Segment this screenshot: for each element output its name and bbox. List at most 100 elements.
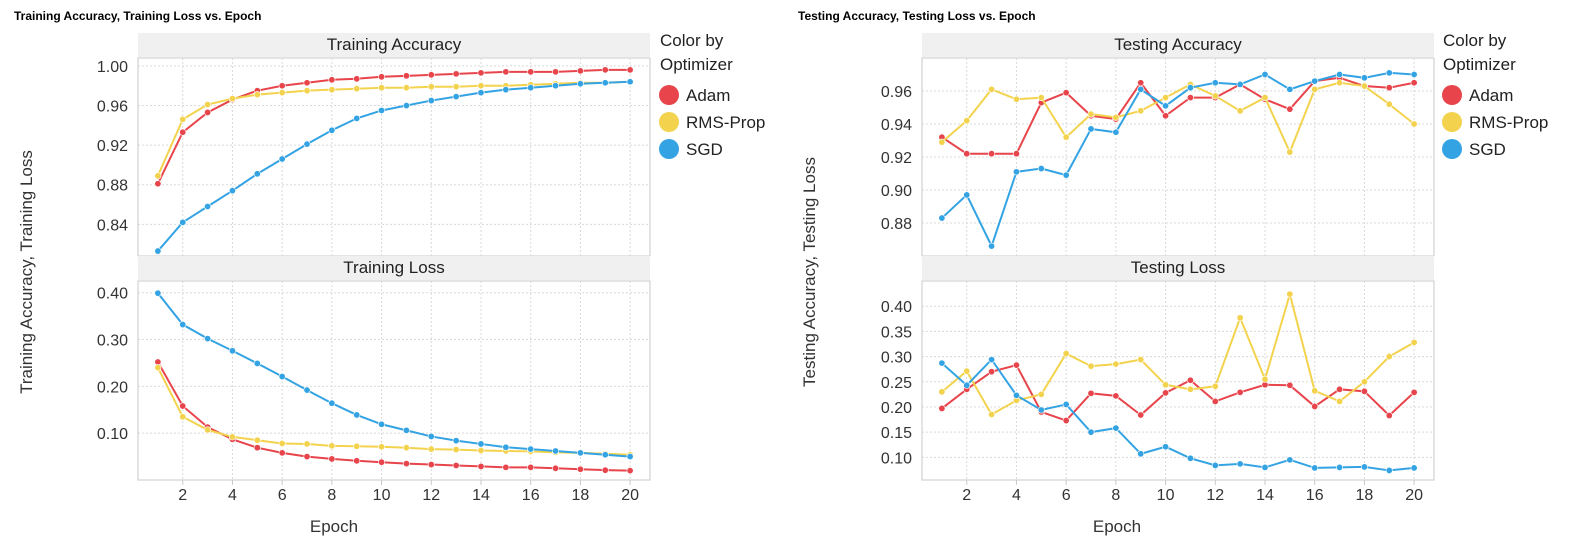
testing-accuracy-adam-point [988, 150, 996, 158]
training-loss-adam-point [179, 402, 187, 410]
training-accuracy-sgd-point [204, 203, 212, 211]
testing-accuracy-sgd-point [938, 214, 946, 222]
testing-loss-rms-prop-point [1162, 381, 1170, 389]
testing-accuracy-rms-prop-point [1112, 113, 1120, 121]
training-accuracy-series [154, 66, 634, 255]
training-accuracy-adam-point [626, 66, 634, 74]
testing-loss-strip [922, 256, 1434, 280]
testing-loss-rms-prop-point [938, 388, 946, 396]
testing-loss-adam-point [1236, 388, 1244, 396]
testing-loss-adam-line [941, 363, 1415, 422]
training-loss-adam-point [303, 453, 311, 461]
testing-loss-rms-prop-point [963, 367, 971, 375]
training-accuracy-panel-title: Training Accuracy [327, 35, 462, 54]
testing-loss-sgd-point [1261, 463, 1269, 471]
testing-accuracy-strip [922, 33, 1434, 57]
testing-accuracy-rms-prop-point [1062, 133, 1070, 141]
testing-legend-swatch-adam [1442, 85, 1462, 105]
testing-accuracy-y-tick-label: 0.88 [881, 216, 912, 233]
testing-accuracy-adam-point [1137, 79, 1145, 87]
training-accuracy-rms-prop-point [204, 101, 212, 109]
testing-accuracy-sgd-point [1360, 74, 1368, 82]
training-loss-panel-title: Training Loss [343, 258, 444, 277]
training-loss-sgd-point [452, 437, 460, 445]
testing-loss-rms-prop-point [1137, 356, 1145, 364]
testing-accuracy-adam-point [963, 150, 971, 158]
testing-accuracy-adam-point [1286, 105, 1294, 113]
testing-accuracy-sgd-point [1211, 79, 1219, 87]
training-accuracy-sgd-point [601, 79, 609, 87]
testing-loss-adam-point [1062, 417, 1070, 425]
training-loss-adam-point [427, 461, 435, 469]
training-accuracy-rms-prop-point [328, 86, 336, 94]
testing-loss-adam-point [1186, 376, 1194, 384]
training-loss-sgd-point [228, 347, 236, 355]
training-x-tick-label: 10 [373, 487, 391, 504]
training-accuracy-grid [137, 57, 651, 257]
training-loss-sgd-point [378, 420, 386, 428]
training-accuracy-sgd-point [278, 155, 286, 163]
testing-loss-sgd-line [941, 358, 1415, 472]
training-accuracy-sgd-point [179, 218, 187, 226]
testing-loss-sgd-point [1087, 428, 1095, 436]
training-accuracy-sgd-point [452, 93, 460, 101]
testing-loss-y-ticks: 0.10 0.15 0.20 0.25 0.30 0.35 0.40 [881, 299, 912, 467]
training-accuracy-rms-prop-point [303, 87, 311, 95]
training-loss-rms-prop-point [402, 444, 410, 452]
testing-accuracy-panel-title: Testing Accuracy [1114, 35, 1242, 54]
training-figure: Training Accuracy, Training Loss vs. Epo… [14, 9, 765, 536]
testing-loss-sgd-point [1062, 400, 1070, 408]
training-legend-title-line2: Optimizer [660, 55, 733, 74]
testing-loss-rms-prop-point [1385, 353, 1393, 361]
training-x-tick-label: 6 [278, 487, 287, 504]
training-loss-rms-prop-point [477, 447, 485, 455]
testing-accuracy-y-ticks: 0.88 0.90 0.92 0.94 0.96 [881, 84, 912, 233]
training-accuracy-y-ticks: 0.84 0.88 0.92 0.96 1.00 [97, 59, 128, 234]
training-accuracy-sgd-point [477, 89, 485, 97]
training-loss-rms-prop-point [353, 442, 361, 450]
testing-accuracy-rms-prop-point [1286, 148, 1294, 156]
testing-accuracy-adam-point [1162, 112, 1170, 120]
testing-loss-adam-point [1137, 411, 1145, 419]
training-accuracy-sgd-point [303, 140, 311, 148]
testing-accuracy-sgd-point [1385, 69, 1393, 77]
training-accuracy-adam-point [552, 68, 560, 76]
training-loss-sgd-point [154, 289, 162, 297]
testing-legend-title-line2: Optimizer [1443, 55, 1516, 74]
testing-accuracy-rms-prop-point [1360, 82, 1368, 90]
testing-loss-adam-point [1385, 412, 1393, 420]
training-accuracy-sgd-point [527, 84, 535, 92]
training-loss-panel: Training Loss 0.10 0.20 0.30 0.40 [97, 256, 651, 481]
training-accuracy-rms-prop-point [253, 91, 261, 99]
training-loss-sgd-point [278, 373, 286, 381]
testing-legend-items: Adam RMS-Prop SGD [1442, 85, 1548, 159]
training-accuracy-sgd-line [157, 80, 631, 252]
testing-loss-rms-prop-point [1112, 360, 1120, 368]
training-loss-adam-point [253, 444, 261, 452]
testing-loss-adam-point [1211, 397, 1219, 405]
training-accuracy-adam-point [179, 128, 187, 136]
testing-loss-grid [921, 280, 1435, 481]
training-x-tick-label: 14 [472, 487, 490, 504]
training-loss-y-tick-label: 0.20 [97, 379, 128, 396]
training-figure-title: Training Accuracy, Training Loss vs. Epo… [14, 9, 261, 23]
training-loss-adam-point [601, 466, 609, 474]
testing-accuracy-rms-prop-point [1236, 107, 1244, 115]
training-x-ticks: 2 4 6 8 10 12 14 16 18 20 [178, 480, 639, 504]
testing-accuracy-sgd-point [1286, 85, 1294, 93]
testing-accuracy-rms-prop-point [938, 138, 946, 146]
training-x-axis-title: Epoch [310, 517, 358, 536]
training-accuracy-sgd-point [626, 78, 634, 86]
training-loss-adam-point [477, 462, 485, 470]
testing-accuracy-rms-prop-point [1261, 94, 1269, 102]
training-loss-rms-prop-point [427, 445, 435, 453]
training-loss-rms-prop-point [253, 436, 261, 444]
training-loss-sgd-point [353, 411, 361, 419]
testing-loss-y-tick-label: 0.30 [881, 350, 912, 367]
testing-accuracy-rms-prop-point [963, 117, 971, 125]
training-accuracy-sgd-point [228, 187, 236, 195]
testing-loss-adam-point [1112, 392, 1120, 400]
testing-loss-sgd-point [988, 356, 996, 364]
training-accuracy-adam-point [452, 70, 460, 78]
training-accuracy-rms-prop-point [378, 84, 386, 92]
